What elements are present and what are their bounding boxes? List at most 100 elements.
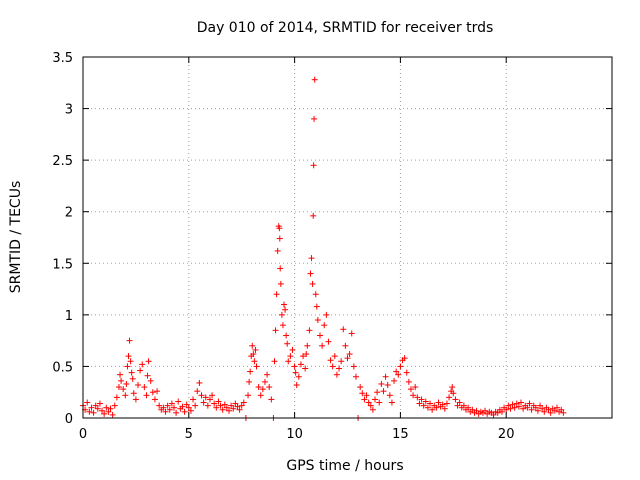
data-point [545,406,552,413]
data-point [325,338,332,345]
data-point [412,384,419,391]
data-point [469,406,476,413]
data-point [507,405,514,412]
data-point [336,365,343,372]
data-point [312,291,319,298]
data-point [342,342,349,349]
data-point [378,380,385,387]
data-point [236,406,243,413]
data-point [179,403,186,410]
data-point [221,401,228,408]
chart-title: Day 010 of 2014, SRMTID for receiver trd… [197,20,494,36]
data-point [183,401,190,408]
data-point [418,396,425,403]
data-point [490,411,497,418]
data-point [333,371,340,378]
data-point [111,402,118,409]
data-point [274,247,281,254]
data-points [80,76,567,421]
data-point [449,384,456,391]
data-point [234,403,241,410]
data-point [503,406,510,413]
x-tick-label: 0 [79,427,87,442]
data-point [316,332,323,339]
data-point [247,368,254,375]
data-point [327,357,334,364]
data-point [407,386,414,393]
data-point [361,396,368,403]
data-point [450,390,457,397]
data-point [537,402,544,409]
data-point [560,409,567,416]
data-point [250,351,257,358]
data-point [204,402,211,409]
data-point [253,363,260,370]
data-point [278,311,285,318]
data-point [162,408,169,415]
data-point [246,378,253,385]
data-point [185,404,192,411]
data-point [277,280,284,287]
data-point [113,394,120,401]
data-point [367,402,374,409]
data-point [230,405,237,412]
data-point [433,404,440,411]
data-point [308,255,315,262]
data-point [319,342,326,349]
data-point [454,402,461,409]
data-point [266,384,273,391]
data-point [482,407,489,414]
data-point [515,403,522,410]
data-point [443,400,450,407]
data-point [118,377,125,384]
data-point [352,373,359,380]
data-point [276,235,283,242]
data-point [217,402,224,409]
data-point [173,409,180,416]
y-tick-label: 3 [65,103,73,118]
data-point [393,368,400,375]
data-point [303,351,310,358]
data-point [99,407,106,414]
x-tick-label: 15 [392,427,409,442]
data-point [90,409,97,416]
data-point [435,399,442,406]
data-point [424,404,431,411]
data-point [156,402,163,409]
data-point [135,381,142,388]
data-point [310,212,317,219]
data-point [414,394,421,401]
data-point [369,406,376,413]
y-tick-label: 1 [65,309,73,324]
data-point [520,405,527,412]
data-point [226,407,233,414]
data-point [528,406,535,413]
data-point [365,399,372,406]
data-point [147,377,154,384]
data-point [452,396,459,403]
data-point [494,409,501,416]
data-point [252,346,259,353]
data-point [277,265,284,272]
data-point [420,402,427,409]
data-point [386,392,393,399]
data-point [219,406,226,413]
data-point [255,384,262,391]
data-point [376,399,383,406]
data-point [321,322,328,329]
data-point [261,378,268,385]
data-point [268,396,275,403]
x-tick-label: 20 [498,427,515,442]
y-tick-label: 2.5 [52,154,73,169]
data-point [194,388,201,395]
data-point [240,399,247,406]
data-point [287,353,294,360]
data-point [164,402,171,409]
data-point [526,400,533,407]
data-point [340,326,347,333]
data-point [427,400,434,407]
data-point [338,358,345,365]
data-point [441,405,448,412]
data-point [518,399,525,406]
data-point [465,404,472,411]
